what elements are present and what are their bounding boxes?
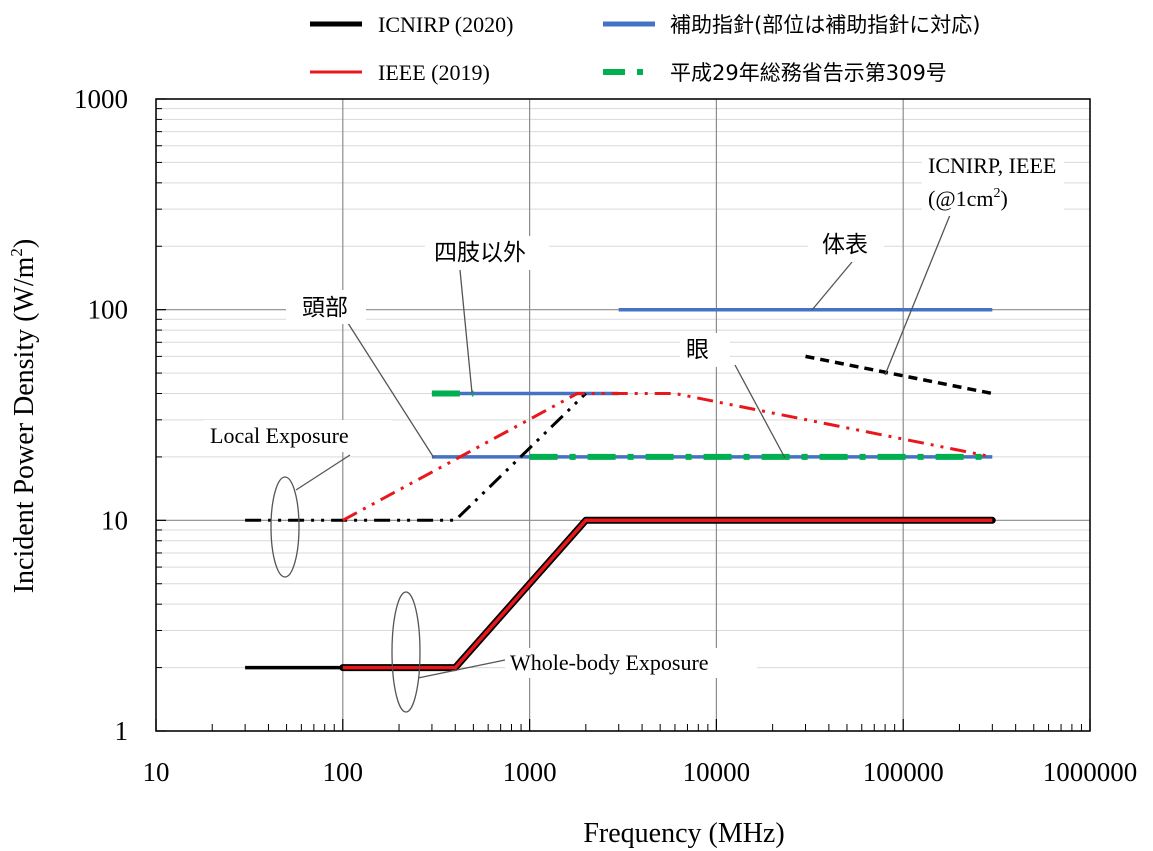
legend-label-hojo: 補助指針(部位は補助指針に対応): [670, 13, 980, 37]
head-label-bg: [286, 290, 366, 324]
y-tick-label: 100: [88, 295, 129, 325]
annotation-leader: [811, 261, 853, 311]
series-line: [342, 392, 993, 522]
eye-label-bg: [680, 333, 730, 367]
eye-label: 眼: [686, 337, 709, 363]
icnirp-ieee-label-line2-a: (@1cm: [928, 186, 993, 211]
head-label: 頭部: [302, 295, 348, 321]
icnirp-ieee-label-line1: ICNIRP, IEEE: [928, 153, 1056, 178]
series-outline: [339, 516, 996, 672]
y-axis-title-main: Incident Power Density (W/m: [9, 256, 40, 593]
y-axis-title-close: ): [9, 239, 40, 248]
whole-body-label-bg: [505, 648, 757, 678]
x-tick-label: 10000: [683, 757, 751, 787]
body-surface-label: 体表: [822, 232, 868, 258]
series-line: [245, 518, 993, 670]
y-axis-title: Incident Power Density (W/m2): [7, 239, 40, 594]
body-surface-label-bg: [808, 228, 884, 262]
limbs-label: 四肢以外: [434, 240, 526, 266]
series-line: [805, 354, 993, 396]
y-tick-label: 10: [101, 505, 128, 535]
series-layer: [245, 307, 996, 672]
x-tick-label: 10: [143, 757, 170, 787]
x-tick-label: 100000: [863, 757, 944, 787]
whole-body-bracket: [391, 591, 421, 713]
icnirp-ieee-label-line2-sup: 2: [993, 186, 1000, 201]
x-tick-label: 1000: [503, 757, 557, 787]
annotation-leader: [417, 659, 506, 679]
annotations: Local Exposure Whole-body Exposure 頭部 四肢…: [204, 150, 1064, 678]
annotation-leader: [295, 454, 351, 491]
legend-label-kokuji: 平成29年総務省告示第309号: [670, 61, 947, 85]
annotation-leader: [459, 269, 473, 394]
y-tick-label: 1000: [74, 84, 128, 114]
annotation-leader: [345, 319, 435, 459]
whole-body-label: Whole-body Exposure: [510, 650, 709, 675]
annotation-leader: [734, 364, 786, 459]
tick-labels: 1 10 100 1000 10 100 1000 10000 100000 1000000: [74, 84, 1137, 787]
plot-frame: [155, 98, 1091, 732]
x-axis-title: Frequency (MHz): [583, 818, 784, 849]
icnirp-ieee-label-line2-b: ): [1000, 186, 1007, 211]
local-exposure-bracket: [270, 476, 300, 578]
x-tick-label: 1000000: [1043, 757, 1138, 787]
series-line: [342, 518, 993, 670]
legend-label-icnirp: ICNIRP (2020): [378, 12, 513, 37]
local-exposure-label: Local Exposure: [210, 423, 349, 448]
annotation-leaders: [270, 214, 951, 713]
icnirp-ieee-label-bg: [922, 150, 1064, 216]
legend: ICNIRP (2020) IEEE (2019) 補助指針(部位は補助指針に対…: [310, 12, 980, 85]
y-axis-title-sup: 2: [7, 248, 26, 257]
icnirp-ieee-label-line2: (@1cm2): [928, 186, 1008, 211]
local-exposure-label-bg: [204, 420, 392, 452]
limbs-label-bg: [425, 236, 549, 270]
y-tick-label: 1: [115, 716, 129, 746]
legend-label-ieee: IEEE (2019): [378, 60, 490, 85]
minor-grid: [156, 108, 1090, 669]
x-tick-label: 100: [323, 757, 364, 787]
axis-ticks: [155, 98, 1091, 732]
annotation-leader: [884, 214, 951, 376]
